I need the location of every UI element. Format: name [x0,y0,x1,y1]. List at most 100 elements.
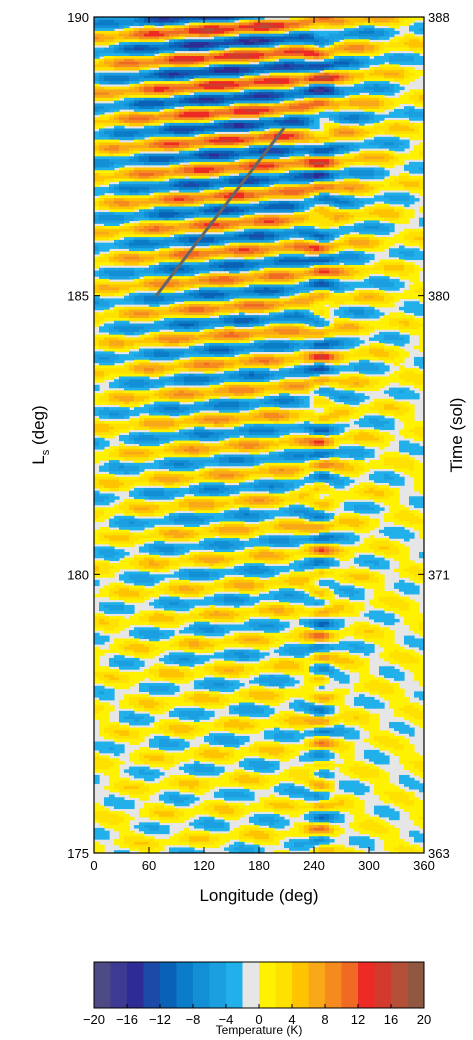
heatmap-cell [364,226,370,230]
heatmap-cell [164,117,170,121]
heatmap-cell [129,186,135,191]
heatmap-cell [344,189,350,194]
heatmap-cell [409,161,415,166]
heatmap-cell [374,117,380,121]
heatmap-cell [404,75,410,79]
heatmap-cell [194,189,200,194]
heatmap-cell [399,22,405,26]
heatmap-cell [189,226,195,230]
heatmap-cell [164,108,170,113]
heatmap-cell [139,75,145,79]
heatmap-cell [159,19,165,24]
heatmap-cell [234,145,240,149]
heatmap-cell [124,92,130,96]
heatmap-cell [224,156,230,160]
heatmap-cell [154,120,160,124]
heatmap-cell [319,42,325,46]
heatmap-cell [99,178,105,183]
heatmap-cell [249,150,255,155]
heatmap-cell [224,83,230,88]
heatmap-cell [354,117,360,121]
heatmap-cell [324,22,330,26]
heatmap-cell [279,147,285,152]
heatmap-cell [244,50,250,54]
heatmap-cell [389,56,395,60]
heatmap-cell [144,237,150,241]
heatmap-cell [94,200,100,205]
heatmap-cell [284,164,290,169]
heatmap-cell [394,184,400,188]
heatmap-cell [244,47,250,52]
heatmap-cell [169,103,175,107]
heatmap-cell [409,228,415,233]
heatmap-cell [249,220,255,224]
heatmap-cell [344,245,350,249]
heatmap-cell [129,234,135,238]
heatmap-cell [219,89,225,93]
heatmap-cell [379,44,385,49]
heatmap-cell [184,128,190,132]
heatmap-cell [134,19,140,24]
heatmap-cell [284,223,290,227]
heatmap-cell [174,145,180,149]
heatmap-cell [234,175,240,180]
heatmap-cell [169,100,175,104]
heatmap-cell [334,195,340,199]
heatmap-cell [124,81,130,85]
heatmap-cell [324,173,330,177]
heatmap-cell [304,56,310,60]
heatmap-cell [129,239,135,244]
heatmap-cell [284,200,290,205]
heatmap-cell [234,198,240,202]
heatmap-cell [309,72,315,77]
heatmap-cell [244,120,250,124]
heatmap-cell [179,53,185,57]
heatmap-cell [144,242,150,247]
heatmap-cell [209,131,215,135]
heatmap-cell [344,234,350,238]
heatmap-cell [174,97,180,102]
heatmap-cell [104,214,110,219]
heatmap-cell [219,203,225,208]
heatmap-cell [124,239,130,244]
heatmap-cell [299,36,305,40]
heatmap-cell [194,64,200,68]
heatmap-cell [334,108,340,113]
heatmap-cell [214,106,220,110]
heatmap-cell [359,86,365,91]
heatmap-cell [299,139,305,143]
heatmap-cell [224,226,230,230]
heatmap-cell [94,184,100,188]
heatmap-cell [234,231,240,235]
heatmap-cell [389,200,395,205]
heatmap-cell [134,47,140,52]
heatmap-cell [249,181,255,185]
heatmap-cell [239,248,245,252]
heatmap-cell [224,108,230,113]
heatmap-cell [184,226,190,230]
heatmap-cell [304,214,310,219]
heatmap-cell [134,22,140,26]
heatmap-cell [154,228,160,233]
heatmap-cell [104,170,110,174]
heatmap-cell [109,108,115,113]
heatmap-cell [329,206,335,210]
heatmap-cell [219,81,225,85]
heatmap-cell [294,50,300,54]
heatmap-cell [189,178,195,183]
heatmap-cell [284,150,290,155]
heatmap-cell [224,192,230,196]
heatmap-cell [144,142,150,146]
heatmap-cell [324,181,330,185]
heatmap-cell [409,231,415,235]
heatmap-cell [94,136,100,141]
heatmap-cell [179,95,185,99]
heatmap-cell [149,195,155,199]
heatmap-cell [194,186,200,191]
heatmap-cell [169,125,175,130]
heatmap-cell [219,17,225,21]
heatmap-cell [274,97,280,102]
heatmap-cell [259,108,265,113]
heatmap-cell [279,228,285,233]
heatmap-cell [374,150,380,155]
